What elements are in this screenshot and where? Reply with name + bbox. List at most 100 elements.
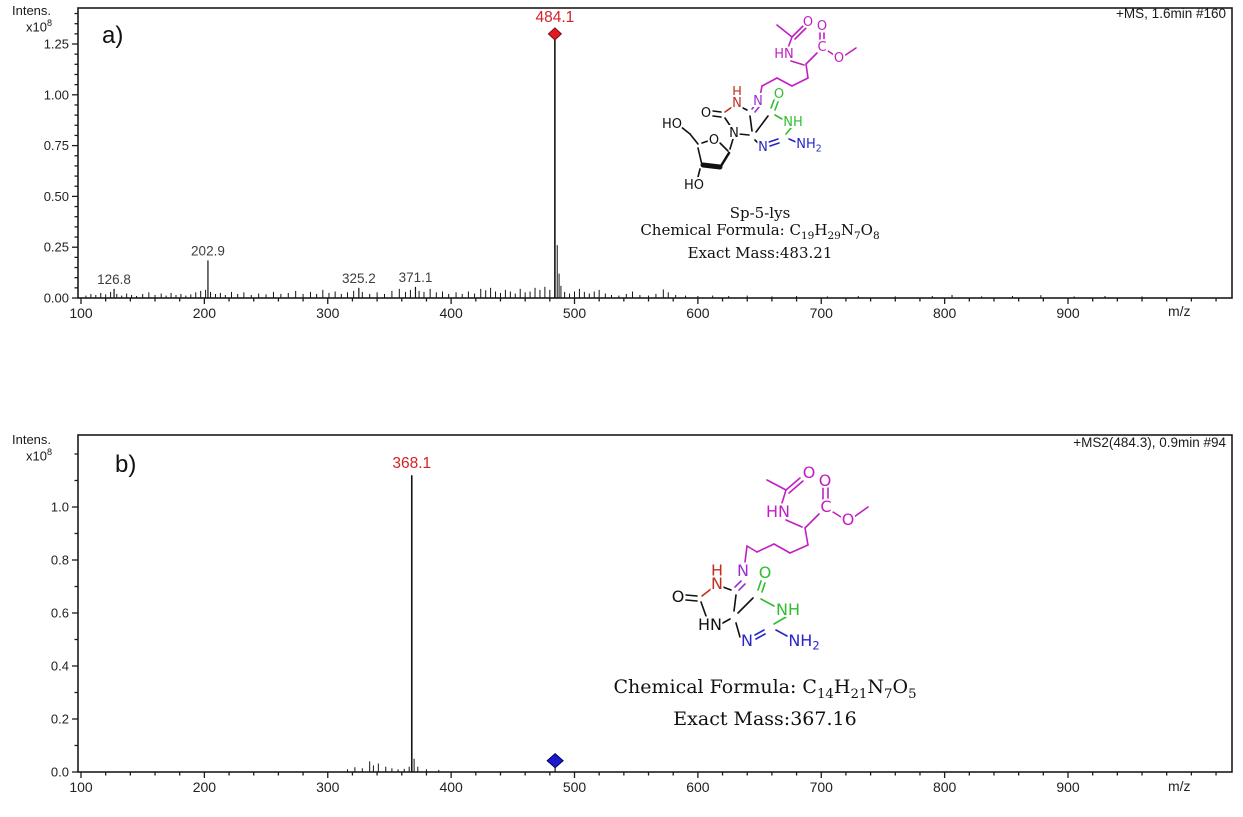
spectrum-panel-a: 100 200 300 400 500 600 700 800 900 0.00 0.25 0.50 0… (44, 7, 1233, 321)
bond (738, 133, 750, 136)
bond (701, 140, 709, 144)
x-tick-label: 600 (686, 305, 710, 321)
atom-label: O (819, 471, 832, 490)
noise-peaks-b (346, 758, 440, 772)
atom-label: HO (684, 178, 704, 193)
structure-caption-a: Sp-5-lys Chemical Formula: C19H29N7O8 Ex… (600, 205, 920, 262)
atom-label: O (709, 133, 719, 148)
x-tick-label: 600 (686, 779, 710, 795)
chemical-formula-b: Chemical Formula: C14H21N7O5 (613, 676, 917, 702)
bond (768, 138, 779, 143)
x-tick-label: 200 (193, 779, 217, 795)
y-tick-label: 0.0 (51, 765, 69, 780)
bond (776, 24, 793, 38)
intensity-axis-label-a: Intens. (12, 3, 52, 18)
atom-label: N (758, 140, 768, 155)
bond (749, 115, 753, 132)
bond (751, 103, 757, 110)
bond (827, 50, 835, 56)
bond (755, 115, 769, 133)
scan-annotation-b: +MS2(484.3), 0.9min #94 (1073, 435, 1226, 450)
labeled-peaks-b: 368.1 (392, 455, 564, 772)
mz-axis-label-b: m/z (1168, 778, 1191, 794)
bond (740, 106, 748, 111)
axis-ticks-a: 100 200 300 400 500 600 700 800 900 0.00 0.25 0.50 0… (44, 12, 1217, 321)
bond (776, 77, 793, 87)
bond (785, 519, 803, 528)
peak-label: 484.1 (535, 9, 574, 26)
x-tick-label: 900 (1056, 779, 1080, 795)
axis-ticks-b: 100 200 300 400 500 600 700 800 900 0.0 0.2 0.4 0.6 0… (51, 453, 1217, 795)
bond (689, 133, 699, 145)
bond (761, 77, 778, 87)
bond (805, 52, 818, 65)
bond (679, 125, 691, 135)
bond (754, 139, 760, 145)
bond (766, 479, 787, 491)
atom-label: O (672, 587, 685, 606)
intensity-scale-label-a: x108 (26, 18, 53, 35)
bond (775, 629, 788, 637)
bond (712, 115, 722, 118)
bond (722, 586, 732, 591)
x-tick-label: 300 (316, 305, 340, 321)
bond (756, 543, 775, 553)
peak-label: 371.1 (399, 270, 433, 285)
y-tick-label: 1.0 (51, 500, 69, 515)
axis-box-a (77, 7, 1233, 299)
x-tick-label: 400 (439, 305, 463, 321)
y-tick-label: 0.00 (44, 291, 69, 306)
bond (738, 583, 746, 591)
intensity-axis-label-b: Intens. (12, 432, 52, 447)
bond (685, 599, 698, 602)
bond (719, 142, 729, 152)
atom-label: O (842, 510, 855, 529)
bond (774, 101, 779, 111)
bond (791, 25, 804, 38)
bond (832, 511, 842, 518)
atom-label: NH (776, 600, 800, 619)
bond (769, 142, 780, 147)
bond (757, 580, 762, 591)
x-tick-label: 100 (69, 305, 93, 321)
bond (712, 110, 722, 113)
x-tick-label: 400 (439, 779, 463, 795)
x-tick-label: 200 (193, 305, 217, 321)
atom-label: N (737, 561, 749, 580)
bond (804, 527, 809, 546)
intensity-scale-label-b: x108 (26, 447, 53, 464)
bond (805, 63, 809, 79)
bond (790, 60, 805, 66)
atom-label: NH2 (788, 631, 819, 653)
mz-axis-label-a: m/z (1168, 303, 1191, 319)
bond (843, 47, 857, 57)
bond (788, 480, 804, 494)
bond (734, 580, 742, 588)
bond (788, 138, 797, 143)
y-tick-label: 0.50 (44, 189, 69, 204)
bond (770, 99, 775, 109)
precursor-diamond-blue (546, 753, 564, 769)
x-tick-label: 300 (316, 779, 340, 795)
bond (733, 594, 737, 612)
peak-label: 325.2 (342, 271, 376, 286)
atom-label: O (803, 463, 816, 482)
atom-label: NH2 (796, 137, 822, 155)
precursor-diamond-red (547, 27, 563, 41)
y-tick-label: 0.25 (44, 240, 69, 255)
scan-annotation-a: +MS, 1.6min #160 (1116, 6, 1226, 21)
y-tick-label: 0.75 (44, 138, 69, 153)
bond (744, 545, 748, 563)
bond (720, 618, 731, 625)
atom-label: HN (698, 615, 722, 634)
bond (755, 633, 766, 640)
bond (754, 106, 760, 113)
atom-label: C (817, 40, 826, 55)
y-tick-label: 0.4 (51, 659, 69, 674)
bond (697, 147, 703, 166)
bond (719, 151, 731, 168)
peak-label: 126.8 (97, 272, 131, 287)
bond (735, 622, 741, 638)
